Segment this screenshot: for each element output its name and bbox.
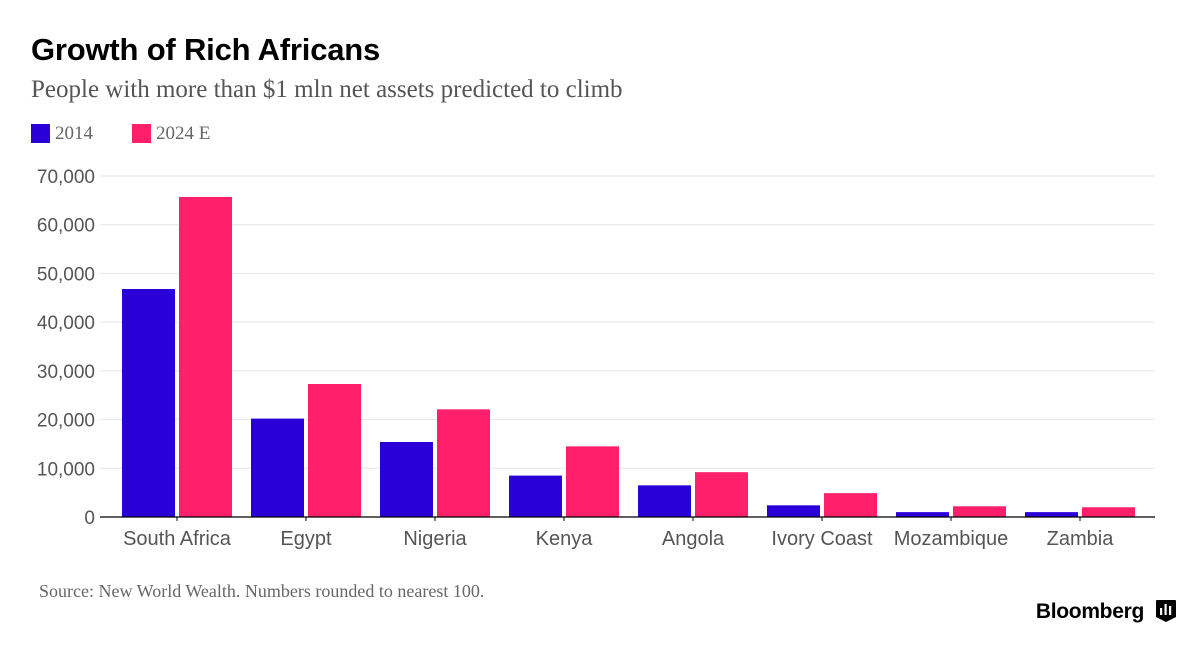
bar-2024-e (437, 409, 490, 517)
bar-2024-e (695, 472, 748, 517)
legend-swatch-2024e (132, 124, 151, 143)
bar-2024-e (566, 446, 619, 517)
bar-2024-e (179, 196, 232, 517)
x-tick-label: Kenya (536, 528, 594, 550)
x-tick-label: Angola (662, 528, 725, 550)
y-tick-label: 70,000 (37, 167, 95, 188)
bar-2014 (380, 441, 433, 517)
bar-2014 (767, 505, 820, 517)
y-tick-label: 10,000 (37, 459, 95, 480)
bar-2014 (638, 485, 691, 517)
x-tick-label: Egypt (280, 528, 332, 550)
bar-2024-e (1082, 507, 1135, 517)
bar-2014 (1025, 512, 1078, 517)
bar-2024-e (953, 506, 1006, 517)
legend-label-2024e: 2024 E (156, 123, 211, 144)
source-note: Source: New World Wealth. Numbers rounde… (39, 581, 485, 601)
x-tick-label: South Africa (123, 528, 232, 550)
bar-2014 (251, 418, 304, 517)
legend-swatch-2014 (31, 124, 50, 143)
x-tick-label: Nigeria (403, 528, 467, 550)
chart-subtitle: People with more than $1 mln net assets … (31, 76, 623, 103)
x-tick-label: Mozambique (894, 528, 1009, 550)
bar-2014 (896, 512, 949, 517)
bloomberg-terminal-icon (1156, 600, 1176, 622)
legend-label-2014: 2014 (55, 123, 93, 144)
y-tick-label: 30,000 (37, 362, 95, 383)
bloomberg-logo: Bloomberg (1035, 600, 1144, 623)
y-tick-label: 20,000 (37, 411, 95, 432)
y-tick-label: 60,000 (37, 216, 95, 237)
bar-2014 (122, 289, 175, 517)
x-tick-label: Zambia (1047, 528, 1115, 550)
bar-2024-e (308, 384, 361, 517)
chart-title: Growth of Rich Africans (31, 32, 381, 67)
y-tick-label: 50,000 (37, 264, 95, 285)
bar-2024-e (824, 493, 877, 517)
x-tick-label: Ivory Coast (771, 528, 873, 550)
y-tick-label: 0 (84, 508, 95, 529)
y-tick-label: 40,000 (37, 313, 95, 334)
bar-2014 (509, 475, 562, 517)
